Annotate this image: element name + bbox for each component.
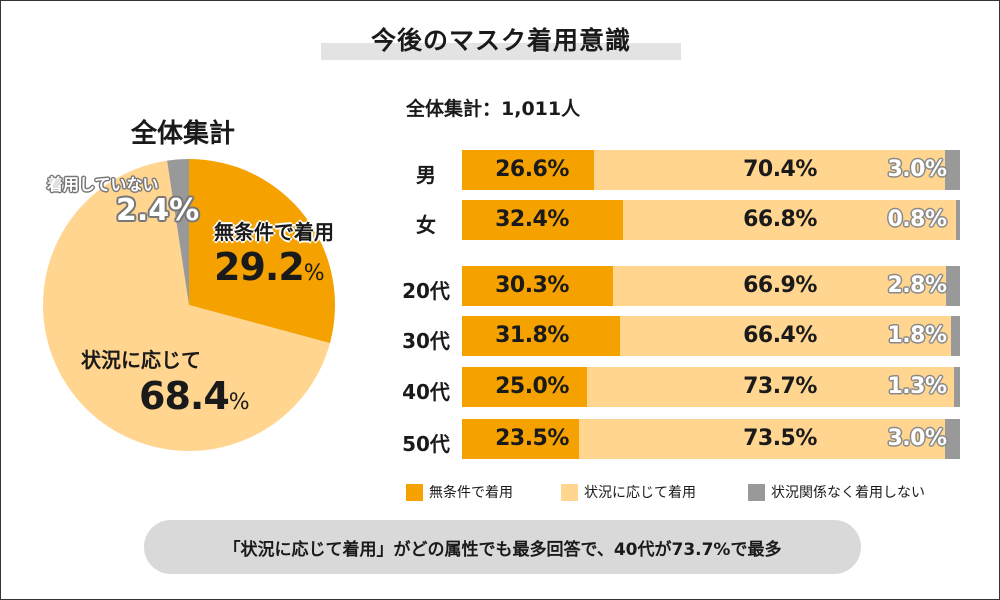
- pie-value-unconditional: 29.2%: [214, 245, 325, 289]
- row-label: 30代: [402, 329, 450, 353]
- pie-label-not-wearing: 着用していない: [47, 175, 159, 194]
- bar-segment-not-wearing: [956, 200, 960, 240]
- pie-label-unconditional: 無条件で着用: [214, 220, 334, 244]
- pie-title: 全体集計: [131, 119, 236, 149]
- bar-segment-conditional: [620, 316, 952, 356]
- bar-segment-conditional: [623, 200, 956, 240]
- bar-segment-not-wearing: [946, 266, 960, 306]
- bar-value-label: 23.5%: [495, 426, 569, 451]
- bar-segment-conditional: [579, 419, 946, 459]
- legend-swatch: [748, 483, 765, 501]
- pie-chart: [42, 159, 335, 452]
- bar-value-label: 1.3%: [887, 374, 947, 399]
- stacked-bar: [462, 367, 960, 407]
- bar-value-label: 1.8%: [887, 323, 947, 348]
- legend-swatch: [406, 483, 423, 501]
- bar-value-label: 3.0%: [887, 157, 947, 182]
- bar-value-label: 73.7%: [743, 374, 817, 399]
- bar-value-label: 25.0%: [495, 374, 569, 399]
- title-underline: [321, 43, 681, 60]
- bar-segment-not-wearing: [945, 150, 960, 190]
- summary-note: 「状況に応じて着用」がどの属性でも最多回答で、40代が73.7%で最多: [144, 520, 861, 574]
- stacked-bar: [462, 266, 960, 306]
- bar-segment-conditional: [586, 367, 954, 407]
- bar-segment-unconditional: [462, 316, 621, 356]
- bar-segment-not-wearing: [945, 419, 960, 459]
- pie-slice-not-wearing: [167, 159, 189, 305]
- legend-label: 状況関係なく着用しない: [771, 485, 925, 501]
- bar-segment-conditional: [594, 150, 946, 190]
- bar-segment-unconditional: [462, 200, 624, 240]
- row-label: 男: [416, 163, 436, 187]
- bar-segment-unconditional: [462, 419, 580, 459]
- legend-label: 状況に応じて着用: [584, 485, 696, 501]
- chart-title: 今後のマスク着用意識: [370, 26, 631, 55]
- bar-value-label: 66.9%: [743, 273, 817, 298]
- pie-value-not-wearing: 2.4%: [116, 193, 200, 228]
- legend-label: 無条件で着用: [429, 485, 513, 501]
- bar-value-label: 31.8%: [495, 323, 569, 348]
- stacked-bar: [462, 150, 960, 190]
- stacked-bar: [462, 200, 960, 240]
- row-label: 女: [416, 213, 436, 237]
- legend-item-conditional: 状況に応じて着用: [561, 482, 696, 502]
- row-label: 40代: [402, 380, 450, 404]
- bar-segment-unconditional: [462, 150, 595, 190]
- bar-value-label: 26.6%: [495, 157, 569, 182]
- bar-value-label: 66.8%: [743, 207, 817, 232]
- pie-slice-conditional: [42, 160, 330, 452]
- pie-slice-unconditional: [189, 159, 335, 344]
- row-label: 50代: [402, 432, 450, 456]
- bar-value-label: 70.4%: [743, 157, 817, 182]
- bar-value-label: 2.8%: [887, 273, 947, 298]
- bar-segment-not-wearing: [953, 367, 960, 407]
- bar-value-label: 66.4%: [743, 323, 817, 348]
- bar-segment-unconditional: [462, 266, 613, 306]
- bar-segment-unconditional: [462, 367, 587, 407]
- bar-value-label: 30.3%: [495, 273, 569, 298]
- bar-segment-conditional: [612, 266, 947, 306]
- bar-value-label: 0.8%: [887, 207, 947, 232]
- bar-segment-not-wearing: [951, 316, 960, 356]
- stacked-bar: [462, 419, 960, 459]
- stacked-bar: [462, 316, 960, 356]
- pie-label-conditional: 状況に応じて: [81, 348, 201, 372]
- legend-swatch: [561, 483, 578, 501]
- bar-value-label: 3.0%: [887, 426, 947, 451]
- bar-value-label: 32.4%: [495, 207, 569, 232]
- legend-item-unconditional: 無条件で着用: [406, 482, 513, 502]
- pie-value-conditional: 68.4%: [139, 374, 250, 418]
- legend-item-not-wearing: 状況関係なく着用しない: [748, 482, 925, 502]
- bars-total-label: 全体集計：1,011人: [406, 98, 581, 120]
- row-label: 20代: [402, 279, 450, 303]
- bar-value-label: 73.5%: [743, 426, 817, 451]
